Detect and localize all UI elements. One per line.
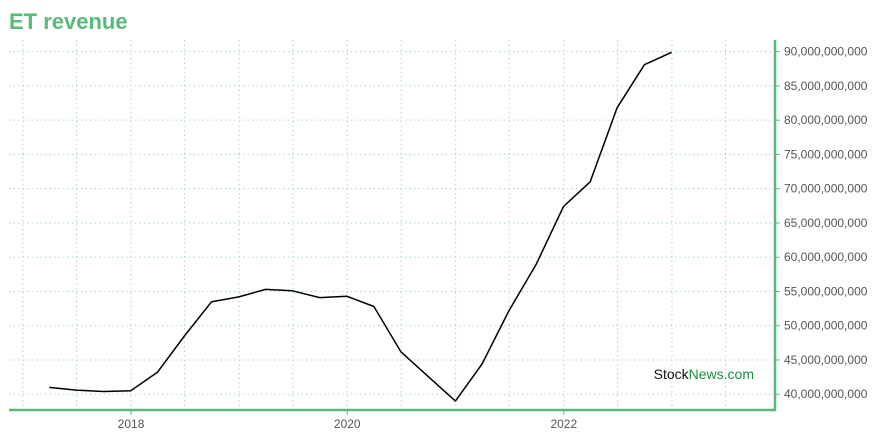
watermark-stock: Stock: [654, 366, 690, 382]
watermark-news: News.com: [689, 366, 754, 382]
axes: [9, 40, 777, 412]
y-axis-ticks: 40,000,000,000 45,000,000,000 50,000,000,0…: [775, 45, 868, 401]
revenue-line: [49, 51, 672, 402]
x-tick-label: 2022: [550, 417, 577, 431]
y-tick-label: 85,000,000,000: [784, 79, 868, 93]
y-tick-label: 80,000,000,000: [784, 113, 868, 127]
y-tick-label: 50,000,000,000: [784, 319, 868, 333]
chart-title: ET revenue: [9, 9, 128, 34]
watermark: StockNews.com: [654, 366, 754, 382]
series: [49, 51, 672, 402]
x-axis-ticks: 2018 2020 2022: [118, 410, 577, 431]
x-tick-label: 2018: [118, 417, 145, 431]
y-tick-label: 70,000,000,000: [784, 182, 868, 196]
y-tick-label: 40,000,000,000: [784, 387, 868, 401]
y-tick-label: 65,000,000,000: [784, 216, 868, 230]
y-tick-label: 90,000,000,000: [784, 45, 868, 59]
y-tick-label: 75,000,000,000: [784, 147, 868, 161]
y-tick-label: 45,000,000,000: [784, 353, 868, 367]
grid-lines: [9, 40, 775, 410]
y-tick-label: 55,000,000,000: [784, 284, 868, 298]
x-tick-label: 2020: [334, 417, 361, 431]
y-tick-label: 60,000,000,000: [784, 250, 868, 264]
